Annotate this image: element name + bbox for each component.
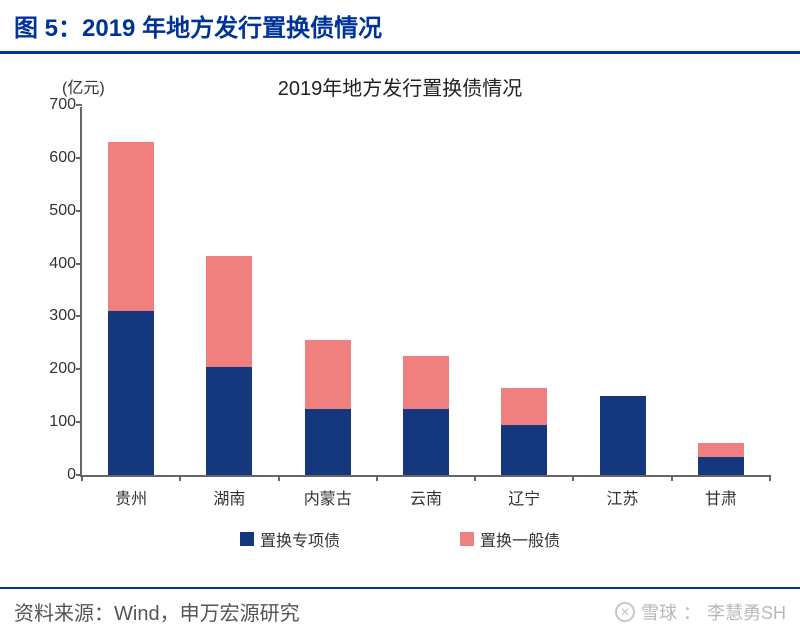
bar-segment [108, 311, 154, 475]
x-tick-mark [376, 475, 378, 481]
bar-segment [501, 425, 547, 475]
x-tick-mark [179, 475, 181, 481]
plot-region: 贵州湖南内蒙古云南辽宁江苏甘肃 0100200300400500600700 [80, 107, 770, 477]
y-tick-label: 100 [32, 413, 76, 431]
y-axis-unit: (亿元) [62, 74, 105, 98]
x-tick-label: 贵州 [115, 485, 147, 509]
y-tick-mark [76, 157, 82, 159]
bar-slot: 辽宁 [475, 107, 573, 475]
legend: 置换专项债 置换一般债 [10, 527, 790, 551]
bar-segment [206, 256, 252, 367]
figure-title: 图 5：2019 年地方发行置换债情况 [14, 8, 786, 43]
bar-stack [501, 388, 547, 475]
y-tick-mark [76, 210, 82, 212]
bar-segment [600, 396, 646, 475]
legend-item: 置换专项债 [240, 527, 340, 551]
watermark: ✕ 雪球 ： 李慧勇SH [615, 599, 786, 625]
y-tick-label: 0 [32, 466, 76, 484]
bar-stack [698, 443, 744, 475]
figure-header: 图 5：2019 年地方发行置换债情况 [0, 0, 800, 47]
x-tick-mark [671, 475, 673, 481]
bar-stack [403, 356, 449, 475]
bar-slot: 内蒙古 [279, 107, 377, 475]
bar-segment [206, 367, 252, 475]
bar-segment [698, 457, 744, 476]
x-tick-label: 内蒙古 [304, 485, 352, 509]
bar-stack [305, 340, 351, 475]
legend-swatch [240, 532, 254, 546]
legend-label: 置换专项债 [260, 527, 340, 551]
source-text: 资料来源：Wind，申万宏源研究 [14, 597, 300, 626]
y-tick-label: 500 [32, 202, 76, 220]
bar-segment [108, 142, 154, 311]
bar-segment [305, 409, 351, 475]
bar-slot: 甘肃 [672, 107, 770, 475]
x-tick-label: 辽宁 [508, 485, 540, 509]
x-tick-mark [769, 475, 771, 481]
legend-item: 置换一般债 [460, 527, 560, 551]
chart-area: (亿元) 2019年地方发行置换债情况 贵州湖南内蒙古云南辽宁江苏甘肃 0100… [0, 54, 800, 551]
y-tick-mark [76, 421, 82, 423]
watermark-author: 李慧勇SH [707, 599, 786, 625]
x-tick-mark [474, 475, 476, 481]
bar-slot: 湖南 [180, 107, 278, 475]
watermark-brand: 雪球 [641, 599, 677, 625]
bar-stack [108, 142, 154, 475]
legend-swatch [460, 532, 474, 546]
x-tick-mark [572, 475, 574, 481]
x-tick-label: 江苏 [607, 485, 639, 509]
bar-segment [403, 409, 449, 475]
x-tick-mark [81, 475, 83, 481]
legend-label: 置换一般债 [480, 527, 560, 551]
x-tick-label: 甘肃 [705, 485, 737, 509]
bar-slot: 贵州 [82, 107, 180, 475]
y-tick-mark [76, 104, 82, 106]
bar-slot: 江苏 [573, 107, 671, 475]
y-tick-label: 200 [32, 360, 76, 378]
watermark-icon: ✕ [615, 602, 635, 622]
y-tick-mark [76, 315, 82, 317]
bar-segment [305, 340, 351, 409]
x-tick-mark [278, 475, 280, 481]
y-tick-label: 400 [32, 255, 76, 273]
bar-segment [403, 356, 449, 409]
bar-segment [698, 443, 744, 456]
chart-title: 2019年地方发行置换债情况 [10, 72, 790, 101]
footer-rule [0, 587, 800, 589]
bar-stack [206, 256, 252, 475]
bars-container: 贵州湖南内蒙古云南辽宁江苏甘肃 [82, 107, 770, 475]
y-tick-mark [76, 368, 82, 370]
bar-slot: 云南 [377, 107, 475, 475]
watermark-sep: ： [683, 599, 701, 625]
bar-stack [600, 396, 646, 475]
y-tick-label: 600 [32, 149, 76, 167]
y-tick-label: 300 [32, 307, 76, 325]
y-tick-mark [76, 263, 82, 265]
x-tick-label: 湖南 [213, 485, 245, 509]
x-tick-label: 云南 [410, 485, 442, 509]
footer: 资料来源：Wind，申万宏源研究 ✕ 雪球 ： 李慧勇SH [0, 587, 800, 636]
bar-segment [501, 388, 547, 425]
y-tick-label: 700 [32, 96, 76, 114]
